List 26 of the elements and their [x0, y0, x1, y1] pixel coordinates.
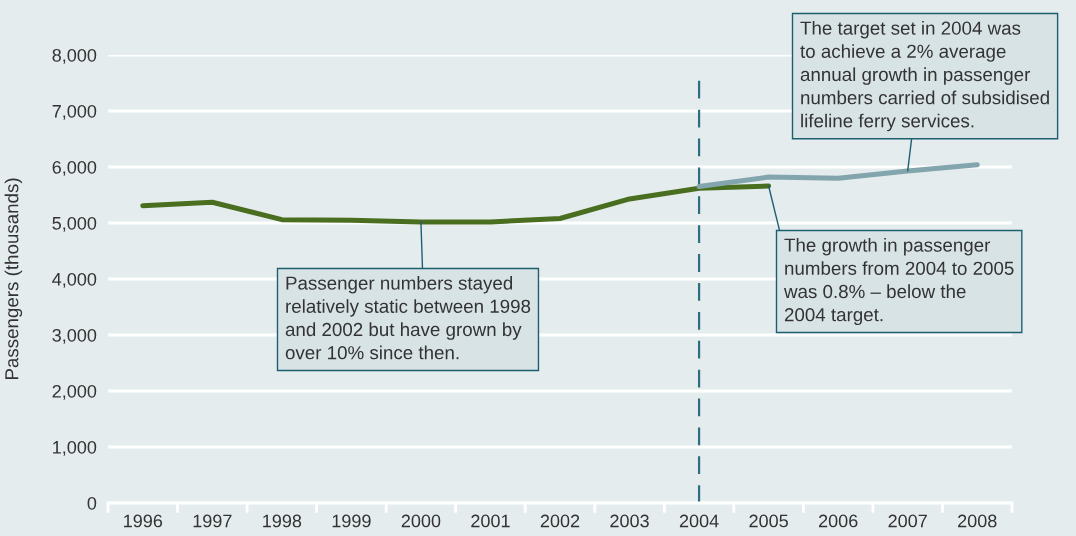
x-tick-label: 2003 [610, 514, 649, 528]
x-tick-label: 2006 [818, 514, 858, 528]
annotation: The target set in 2004 was to achieve a 2% average annual growth in passenger numbers carried of subsidised lifeline ferry services. [800, 21, 1049, 132]
y-tick-label: 0 [87, 496, 97, 510]
x-tick-label: 2002 [540, 514, 580, 528]
y-axis-title: Passengers (thousands) [4, 178, 23, 380]
x-tick-label: 2000 [401, 514, 441, 528]
annotation: Passenger numbers stayed relatively static between 1998 and 2002 but have grown by over 10% since then. [285, 276, 531, 360]
annotation: The growth in passenger numbers from 2004 to 2005 was 0.8% – below the 2004 target. [783, 238, 1014, 326]
y-tick-label: 7,000 [52, 104, 97, 120]
y-tick-label: 1,000 [53, 440, 97, 456]
y-tick-label: 2,000 [52, 384, 97, 400]
x-tick-label: 1996 [124, 514, 163, 528]
x-tick-label: 2001 [471, 514, 510, 528]
x-tick-label: 2008 [958, 514, 997, 528]
x-tick-label: 2004 [679, 514, 719, 528]
x-tick-label: 2007 [888, 514, 927, 528]
y-tick-label: 4,000 [52, 272, 97, 288]
y-tick-label: 5,000 [52, 216, 97, 232]
x-tick-label: 1998 [263, 514, 302, 528]
x-tick-label: 1999 [332, 514, 371, 528]
y-tick-label: 8,000 [52, 48, 97, 64]
y-tick-label: 6,000 [52, 160, 97, 176]
x-tick-label: 1997 [193, 514, 232, 528]
y-tick-label: 3,000 [52, 328, 97, 344]
x-tick-label: 2005 [749, 514, 788, 528]
